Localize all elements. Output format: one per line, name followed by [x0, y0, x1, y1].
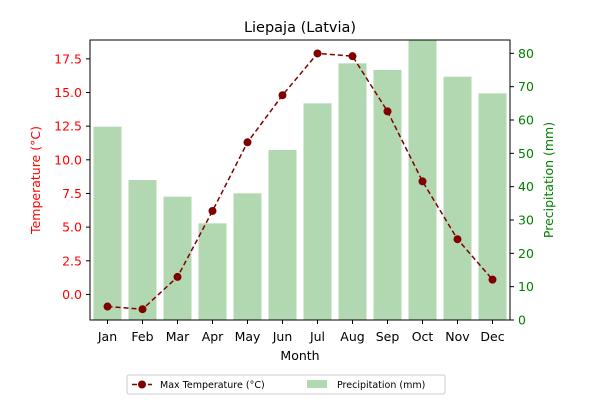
legend-line-marker [138, 380, 146, 389]
x-tick-label: Nov [445, 329, 470, 344]
right-tick-label: 50 [518, 146, 534, 161]
x-tick-label: May [235, 329, 261, 344]
legend: Max Temperature (°C) Precipitation (mm) [126, 374, 446, 395]
left-tick-label: 12.5 [54, 119, 82, 134]
temp-point-aug [348, 52, 357, 61]
right-tick-label: 10 [518, 279, 534, 294]
x-tick-label: Sep [376, 329, 400, 344]
left-y-axis: 0.0 2.5 5.0 7.5 10.0 12.5 15.0 17.5 [54, 51, 90, 302]
precip-bar-jul [303, 103, 332, 320]
left-tick-label: 0.0 [62, 287, 82, 302]
precip-bar-jan [93, 126, 122, 321]
x-tick-label: Feb [131, 329, 153, 344]
left-tick-label: 17.5 [54, 51, 82, 66]
temperature-line [107, 52, 494, 311]
x-tick-label: Aug [340, 329, 364, 344]
temp-point-dec [488, 275, 497, 284]
temp-point-nov [453, 235, 462, 244]
x-tick-label: Jun [272, 329, 293, 344]
legend-label-temperature: Max Temperature (°C) [160, 380, 265, 391]
plot-frame [89, 39, 511, 321]
left-tick-label: 5.0 [62, 220, 82, 235]
temp-point-jul [313, 49, 322, 58]
precip-bar-nov [443, 76, 472, 321]
x-tick-label: Mar [166, 329, 190, 344]
temp-point-may [243, 138, 252, 147]
precipitation-bars [93, 40, 507, 321]
left-axis-label: Temperature (°C) [28, 126, 43, 235]
precip-bar-aug [338, 63, 367, 320]
x-tick-label: Dec [480, 329, 504, 344]
precip-bar-may [233, 193, 262, 320]
right-tick-label: 30 [518, 213, 534, 228]
left-tick-label: 2.5 [62, 253, 82, 268]
right-tick-label: 20 [518, 246, 534, 261]
right-tick-label: 80 [518, 46, 534, 61]
temperature-line-series [103, 49, 497, 314]
legend-frame [126, 374, 446, 395]
x-tick-label: Oct [412, 329, 434, 344]
precip-bar-mar [163, 196, 192, 320]
x-axis: Jan Feb Mar Apr May Jun Jul Aug Sep Oct Nov Dec [97, 320, 505, 344]
temp-point-sep [383, 107, 392, 116]
temp-point-oct [418, 177, 427, 186]
precip-bar-jun [268, 150, 297, 320]
temp-point-jun [278, 91, 287, 100]
right-tick-label: 60 [518, 113, 534, 128]
x-axis-label: Month [280, 348, 319, 363]
right-y-axis: 0 10 20 30 40 50 60 70 80 [510, 46, 534, 328]
chart-title: Liepaja (Latvia) [244, 20, 356, 36]
legend-label-precipitation: Precipitation (mm) [337, 380, 425, 391]
temp-point-feb [138, 305, 147, 314]
x-tick-label: Jul [309, 329, 325, 344]
x-tick-label: Jan [97, 329, 117, 344]
right-axis-label: Precipitation (mm) [541, 122, 556, 238]
right-tick-label: 0 [518, 313, 526, 328]
left-tick-label: 15.0 [54, 85, 82, 100]
precip-bar-apr [198, 223, 227, 320]
right-tick-label: 40 [518, 179, 534, 194]
legend-bar-swatch [307, 380, 327, 388]
temp-point-mar [173, 272, 182, 281]
x-tick-label: Apr [202, 329, 224, 344]
precip-bar-feb [128, 180, 157, 320]
left-tick-label: 10.0 [54, 152, 82, 167]
right-tick-label: 70 [518, 79, 534, 94]
temp-point-apr [208, 206, 217, 215]
left-tick-label: 7.5 [62, 186, 82, 201]
precip-bar-dec [478, 93, 507, 320]
temp-point-jan [103, 302, 112, 311]
